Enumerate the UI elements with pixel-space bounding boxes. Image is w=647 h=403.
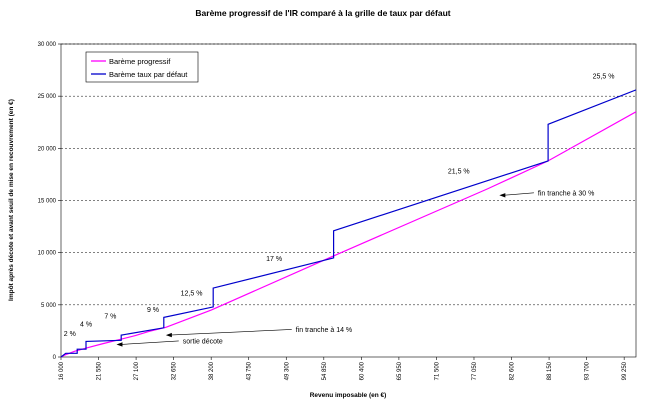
x-tick-label: 27 100 [134,361,140,380]
annotation-label: 25,5 % [593,73,615,80]
series-lines [60,89,637,358]
y-tick-label: 30 000 [38,42,57,48]
y-axis: 0 5 000 10 000 15 000 20 000 25 000 30 000 [38,42,61,361]
x-tick-label: 60 400 [359,361,365,380]
legend-label-bareme-defaut: Barème taux par défaut [109,70,188,79]
arrow-head [116,342,123,347]
x-tick-label: 49 300 [284,361,290,380]
annotation-arrow [503,192,534,196]
x-tick-label: 82 600 [510,361,516,380]
annotation-label: 21,5 % [448,168,470,175]
arrow-head [499,193,506,198]
y-tick-label: 5 000 [41,303,57,309]
x-tick-label: 21 550 [97,361,103,380]
annotations: 2 % 4 % 7 % 9 % 12,5 % 17 % 21,5 % 25,5 % fin tr… [64,73,615,347]
x-axis: 16 000 21 550 27 100 32 650 38 200 43 750 49 3… [59,357,628,380]
x-axis-label: Revenu imposable (en €) [310,392,387,399]
x-tick-label: 71 500 [434,361,440,380]
y-tick-label: 10 000 [38,251,57,257]
gridlines [61,43,636,306]
x-tick-label: 43 750 [247,361,253,380]
x-tick-label: 16 000 [59,361,65,380]
x-tick-label: 77 050 [472,361,478,380]
x-tick-label: 38 200 [209,361,215,380]
chart-title: Barème progressif de l'IR comparé à la g… [195,8,450,18]
x-tick-label: 54 850 [322,361,328,380]
y-axis-label: Impôt après décote et avant seuil de mis… [8,99,15,301]
y-tick-label: 25 000 [38,94,57,100]
x-tick-label: 88 150 [547,361,553,380]
y-tick-label: 15 000 [38,199,57,205]
annotation-arrow [120,340,179,345]
annotation-label: 4 % [80,322,92,329]
annotation-arrow [169,329,292,336]
annotation-label: 12,5 % [181,290,203,297]
legend-label-bareme-progressif: Barème progressif [109,57,171,66]
y-tick-label: 20 000 [38,146,57,152]
y-tick-label: 0 [53,355,57,361]
legend-box [85,51,199,83]
series-line-bareme-defaut [60,89,637,358]
x-tick-label: 99 250 [622,361,628,380]
x-tick-label: 93 700 [585,361,591,380]
annotation-label: 9 % [147,307,159,314]
annotation-label: 2 % [64,331,76,338]
annotation-label: 17 % [266,256,282,263]
arrow-head [165,332,172,338]
legend: Barème progressif Barème taux par défaut [85,51,199,83]
annotation-label: fin tranche à 14 % [296,327,352,334]
annotation-label: fin tranche à 30 % [538,190,594,197]
annotation-label: 7 % [104,313,116,320]
x-tick-label: 32 650 [172,361,178,380]
annotation-label: sortie décote [183,338,223,345]
x-tick-label: 65 950 [397,361,403,380]
